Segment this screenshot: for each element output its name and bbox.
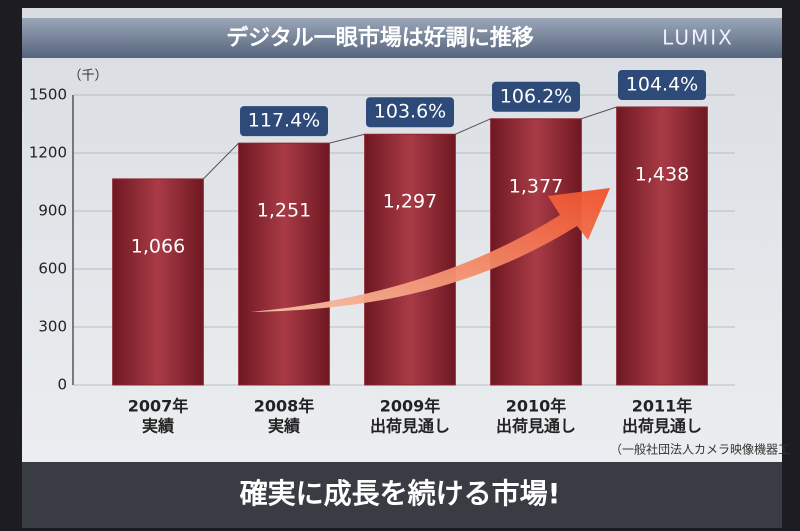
source: （一般社団法人カメラ映像機器工 bbox=[610, 442, 790, 457]
x-tick-label: 2011年 bbox=[632, 397, 693, 416]
x-tick-sublabel: 実績 bbox=[142, 417, 175, 436]
y-tick-label: 0 bbox=[57, 376, 67, 394]
growth-badge bbox=[366, 97, 454, 128]
x-tick-sublabel: 実績 bbox=[268, 417, 301, 436]
footer: 確実に成長を続ける市場! bbox=[240, 477, 561, 510]
x-tick-label: 2010年 bbox=[506, 397, 567, 416]
x-tick-sublabel: 出荷見通し bbox=[370, 417, 450, 436]
connector bbox=[581, 106, 617, 120]
growth-badge bbox=[492, 81, 580, 112]
growth-label: 106.2% bbox=[500, 85, 572, 107]
value-label: 1,438 bbox=[635, 163, 689, 185]
connector bbox=[329, 133, 365, 144]
bar bbox=[112, 178, 204, 386]
y-tick-label: 1200 bbox=[29, 144, 67, 162]
x-tick-label: 2007年 bbox=[128, 397, 189, 416]
growth-badge bbox=[618, 69, 706, 100]
trend-arrow bbox=[250, 188, 610, 312]
x-tick-label: 2008年 bbox=[254, 397, 315, 416]
bar bbox=[364, 133, 456, 386]
value-label: 1,066 bbox=[131, 235, 185, 257]
bar bbox=[238, 142, 330, 386]
bar bbox=[616, 106, 708, 386]
growth-badge bbox=[240, 106, 328, 137]
connector bbox=[455, 118, 491, 135]
x-tick-sublabel: 出荷見通し bbox=[496, 417, 576, 436]
growth-label: 104.4% bbox=[626, 73, 698, 95]
y-tick-label: 900 bbox=[38, 202, 67, 220]
value-label: 1,297 bbox=[383, 191, 437, 213]
title-bar bbox=[22, 18, 782, 58]
growth-label: 117.4% bbox=[248, 110, 320, 132]
connector bbox=[203, 142, 239, 180]
footer-bar bbox=[22, 462, 782, 528]
value-label: 1,251 bbox=[257, 200, 311, 222]
growth-label: 103.6% bbox=[374, 101, 446, 123]
x-tick-label: 2009年 bbox=[380, 397, 441, 416]
y-tick-label: 1500 bbox=[29, 86, 67, 104]
chart-title: デジタル一眼市場は好調に推移 bbox=[226, 25, 534, 51]
unit-label: （千） bbox=[68, 69, 107, 84]
y-tick-label: 600 bbox=[38, 260, 67, 278]
brand: LUMIX bbox=[662, 26, 734, 50]
y-tick-label: 300 bbox=[38, 318, 67, 336]
value-label: 1,377 bbox=[509, 175, 563, 197]
x-tick-sublabel: 出荷見通し bbox=[622, 417, 702, 436]
